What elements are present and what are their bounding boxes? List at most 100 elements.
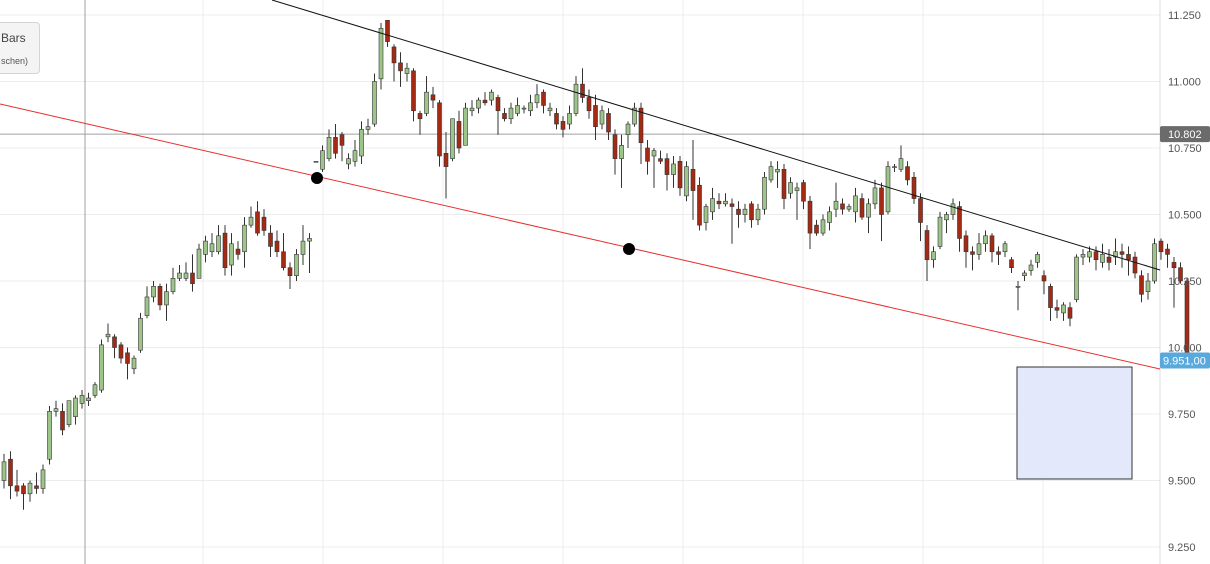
candle-body xyxy=(1126,254,1131,261)
candle xyxy=(34,472,39,494)
candle xyxy=(216,225,221,255)
candle-body xyxy=(385,20,390,42)
candle-body xyxy=(216,235,221,253)
candle-body xyxy=(976,243,982,255)
candle xyxy=(1165,243,1170,268)
candle-body xyxy=(573,83,579,114)
lower-trendline[interactable] xyxy=(0,103,1161,370)
candle-body xyxy=(658,158,663,162)
candle-body xyxy=(762,176,767,210)
candle-body xyxy=(905,166,910,181)
candle-body xyxy=(1041,275,1047,282)
candle-body xyxy=(1002,243,1008,253)
candle xyxy=(430,86,436,109)
candle xyxy=(697,177,702,231)
candle xyxy=(1,453,7,489)
candle xyxy=(151,281,156,303)
candle-body xyxy=(86,397,91,402)
candle-body xyxy=(801,182,806,202)
candle xyxy=(1009,257,1014,274)
candle-body xyxy=(1074,256,1079,300)
trendline-anchor-marker[interactable] xyxy=(311,172,323,184)
candle-body xyxy=(372,81,377,125)
candle-body xyxy=(482,99,488,104)
candle xyxy=(222,225,228,276)
upper-trendline[interactable] xyxy=(271,0,1161,271)
candle-body xyxy=(1080,254,1086,258)
candle xyxy=(619,134,624,188)
candle xyxy=(307,233,312,274)
candle xyxy=(138,312,143,353)
candle-body xyxy=(1152,243,1157,282)
candle xyxy=(1041,270,1047,295)
candle-body xyxy=(625,123,631,135)
candle-body xyxy=(820,219,826,234)
candle-body xyxy=(547,107,553,112)
trendline-anchor-marker[interactable] xyxy=(623,243,635,255)
candle xyxy=(274,230,280,258)
candle-body xyxy=(164,291,169,306)
candle-body xyxy=(840,203,845,210)
candle xyxy=(586,89,592,119)
candle xyxy=(339,132,345,162)
candle-body xyxy=(47,411,52,460)
candle xyxy=(118,342,124,364)
candle-body xyxy=(1087,251,1092,258)
candle xyxy=(846,203,852,212)
candle xyxy=(209,233,215,258)
candle xyxy=(950,198,956,220)
candle-body xyxy=(125,352,130,364)
candle xyxy=(528,94,533,117)
candle-body xyxy=(1054,307,1060,311)
candle-body xyxy=(534,94,540,104)
candle xyxy=(450,118,455,162)
candle-body xyxy=(645,147,650,162)
candle xyxy=(1061,302,1066,321)
candle-body xyxy=(430,94,436,101)
candle xyxy=(1067,302,1073,327)
candle xyxy=(554,108,559,130)
crosshair-price-tag-bg xyxy=(1160,126,1210,143)
legend-panel[interactable]: Bars schen) xyxy=(0,22,40,74)
candle xyxy=(1028,259,1034,276)
candle xyxy=(541,89,546,114)
candle-body xyxy=(612,134,618,159)
candle-body xyxy=(112,336,117,348)
candle xyxy=(1178,262,1183,284)
price-axis: 11.250 11.000 10.750 10.500 10.250 10.000 9.75… xyxy=(1168,10,1202,554)
candle-body xyxy=(313,161,319,163)
candle-body xyxy=(638,107,644,143)
candle xyxy=(755,203,761,226)
candle-body xyxy=(502,113,507,120)
candle-body xyxy=(60,411,65,431)
candle xyxy=(66,400,72,428)
candle-body xyxy=(872,187,878,205)
candle xyxy=(365,118,371,135)
candle-body xyxy=(411,70,416,112)
candle-body xyxy=(287,267,293,276)
candle xyxy=(612,129,618,175)
candle-body xyxy=(788,182,793,194)
target-zone-rectangle[interactable] xyxy=(1016,366,1133,480)
candle xyxy=(983,230,988,252)
candle-body xyxy=(515,105,520,114)
candle-body xyxy=(248,216,254,226)
candle xyxy=(534,84,540,109)
candle xyxy=(1119,243,1125,268)
candle-body xyxy=(924,230,930,261)
candle xyxy=(255,201,260,236)
candle xyxy=(1145,273,1151,300)
candle-body xyxy=(970,251,975,255)
candle xyxy=(651,148,657,188)
candle-body xyxy=(729,203,735,207)
candle-body xyxy=(599,110,605,125)
candle xyxy=(443,132,449,199)
candle-body xyxy=(229,243,234,266)
candle xyxy=(14,469,20,497)
candle-body xyxy=(463,107,468,146)
y-tick-label: 10.000 xyxy=(1168,343,1202,355)
candle-body xyxy=(489,91,494,101)
candle xyxy=(92,382,98,399)
candle xyxy=(287,262,293,289)
